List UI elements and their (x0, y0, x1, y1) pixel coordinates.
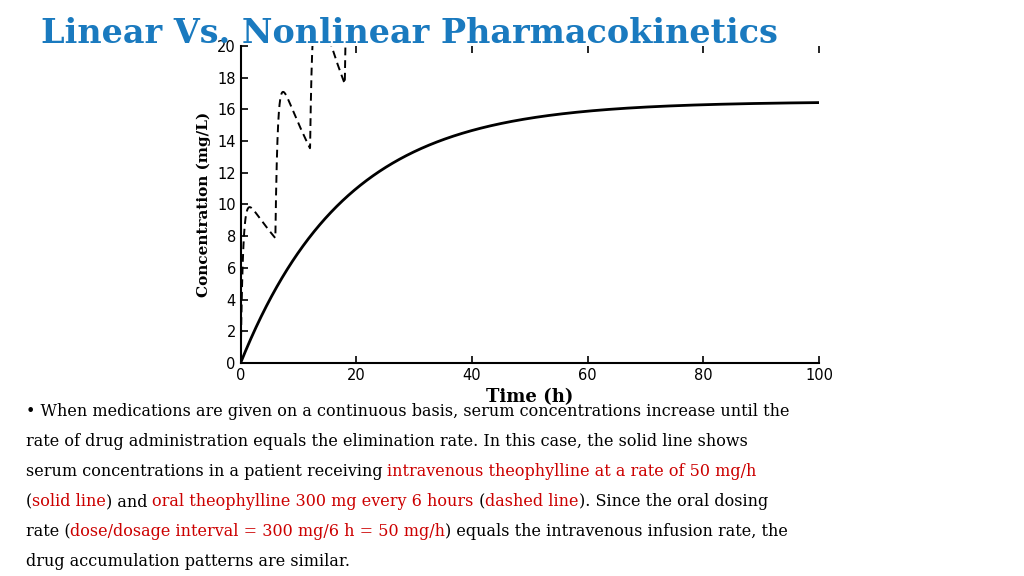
Text: rate of drug administration equals the elimination rate. In this case, the solid: rate of drug administration equals the e… (26, 433, 748, 450)
Text: oral theophylline 300 mg every 6 hours: oral theophylline 300 mg every 6 hours (153, 493, 474, 510)
Text: ) equals the intravenous infusion rate, the: ) equals the intravenous infusion rate, … (445, 523, 788, 540)
Text: dashed line: dashed line (485, 493, 579, 510)
Text: dose/dosage interval = 300 mg/6 h = 50 mg/h: dose/dosage interval = 300 mg/6 h = 50 m… (71, 523, 445, 540)
Text: rate (: rate ( (26, 523, 71, 540)
Text: Linear Vs. Nonlinear Pharmacokinetics: Linear Vs. Nonlinear Pharmacokinetics (41, 17, 778, 50)
X-axis label: Time (h): Time (h) (486, 388, 573, 406)
Y-axis label: Concentration (mg/L): Concentration (mg/L) (197, 112, 212, 297)
Text: serum concentrations in a patient receiving: serum concentrations in a patient receiv… (26, 463, 387, 480)
Text: ). Since the oral dosing: ). Since the oral dosing (579, 493, 768, 510)
Text: • When medications are given on a continuous basis, serum concentrations increas: • When medications are given on a contin… (26, 403, 790, 420)
Text: (: ( (26, 493, 32, 510)
Text: drug accumulation patterns are similar.: drug accumulation patterns are similar. (26, 553, 349, 570)
Text: intravenous theophylline at a rate of 50 mg/h: intravenous theophylline at a rate of 50… (387, 463, 757, 480)
Text: solid line: solid line (32, 493, 105, 510)
Text: ) and: ) and (105, 493, 153, 510)
Text: (: ( (474, 493, 485, 510)
